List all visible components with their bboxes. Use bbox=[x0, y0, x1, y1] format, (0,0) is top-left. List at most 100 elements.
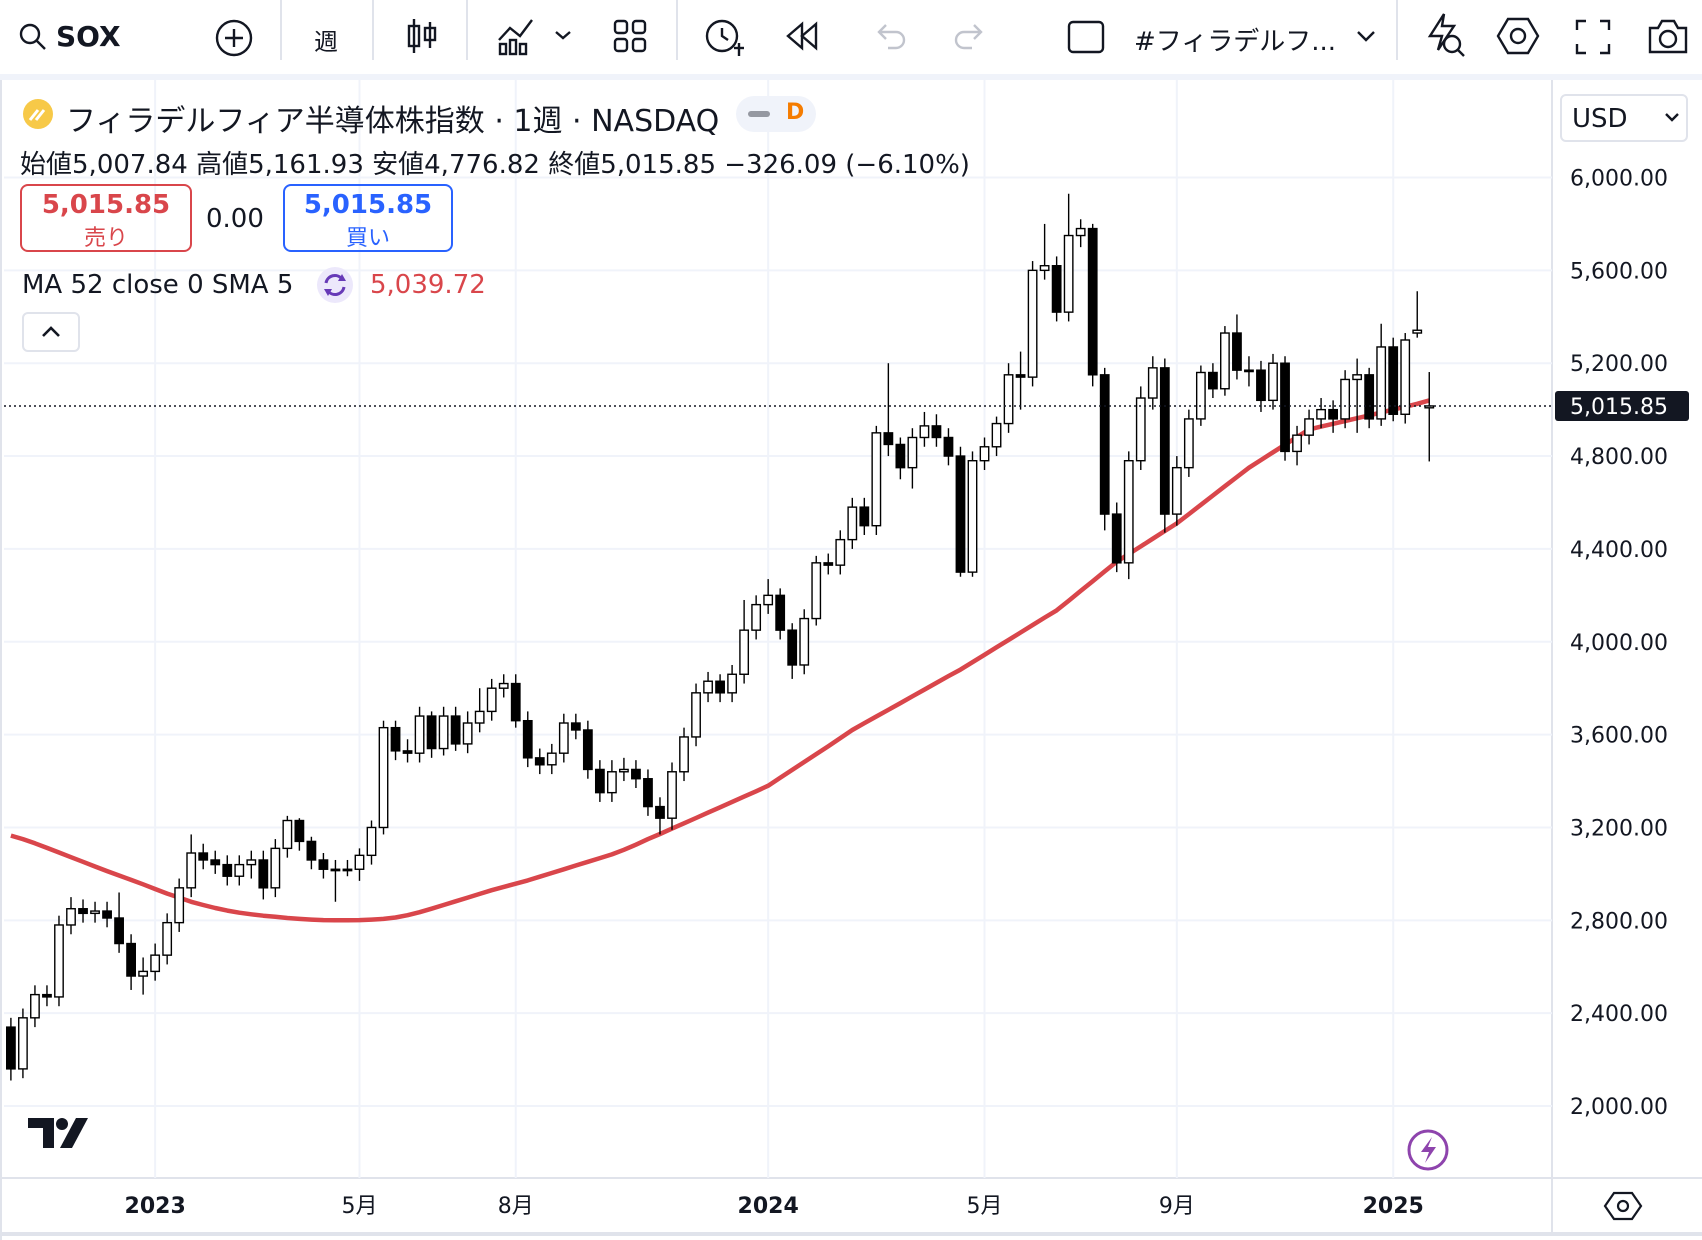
candle-body bbox=[450, 715, 461, 745]
candle-body bbox=[919, 425, 930, 439]
y-tick-label: 5,600.00 bbox=[1570, 259, 1668, 284]
indicators[interactable] bbox=[496, 16, 576, 56]
screenshot[interactable] bbox=[1646, 16, 1690, 56]
candle-body bbox=[426, 715, 437, 750]
redo[interactable] bbox=[950, 22, 986, 52]
candle-body bbox=[258, 859, 269, 889]
flash-icon[interactable] bbox=[1407, 1129, 1449, 1171]
candle-body bbox=[498, 682, 509, 689]
candle-body bbox=[414, 715, 425, 754]
candle-body bbox=[78, 908, 88, 915]
candle-body bbox=[1280, 362, 1290, 453]
candle-body bbox=[895, 443, 906, 469]
x-tick-label: 8月 bbox=[498, 1194, 534, 1219]
sell-button[interactable]: 5,015.85 売り bbox=[20, 184, 192, 252]
layout-name[interactable]: #フィラデルフ... bbox=[1134, 27, 1337, 57]
candle-body bbox=[1244, 369, 1254, 373]
y-tick-label: 3,200.00 bbox=[1570, 816, 1668, 841]
candle-body bbox=[102, 910, 112, 919]
ohlc-value: 5,161.93 bbox=[248, 150, 364, 180]
x-tick-label: 5月 bbox=[341, 1194, 377, 1219]
candle-body bbox=[619, 768, 629, 773]
layout-icon[interactable] bbox=[1066, 18, 1106, 56]
candle-body bbox=[594, 768, 605, 794]
candle-body bbox=[1304, 418, 1314, 436]
add-symbol[interactable] bbox=[214, 18, 254, 58]
candle-body bbox=[1123, 460, 1134, 564]
candle-body bbox=[1220, 332, 1230, 390]
replay[interactable] bbox=[784, 20, 820, 52]
candle-body bbox=[1207, 371, 1218, 390]
undo[interactable] bbox=[874, 22, 910, 52]
candle-body bbox=[799, 617, 810, 666]
axis-settings[interactable] bbox=[1603, 1191, 1643, 1221]
tv-logo bbox=[28, 1118, 88, 1148]
grid: 2,000.00 2,400.00 2,800.00 3,200.00 3,600.00… bbox=[4, 80, 1668, 1219]
y-tick-label: 2,400.00 bbox=[1570, 1002, 1668, 1027]
candle-body bbox=[991, 422, 1002, 448]
candle-body bbox=[306, 840, 317, 861]
candle-body bbox=[715, 680, 725, 694]
candle-body bbox=[390, 726, 401, 752]
sell-label: 売り bbox=[83, 226, 128, 251]
x-tick-label: 2025 bbox=[1363, 1194, 1424, 1219]
y-tick-label: 4,800.00 bbox=[1570, 445, 1668, 470]
chart-type[interactable] bbox=[404, 16, 440, 56]
candle-body bbox=[5, 1026, 16, 1070]
y-tick-label: 4,000.00 bbox=[1570, 631, 1668, 656]
candle-body bbox=[907, 436, 918, 469]
interval[interactable]: 週 bbox=[314, 28, 338, 56]
x-tick-label: 5月 bbox=[967, 1194, 1003, 1219]
candle-body bbox=[282, 819, 293, 850]
badge: D bbox=[786, 100, 805, 125]
y-tick-label: 2,800.00 bbox=[1570, 909, 1668, 934]
candle-body bbox=[667, 771, 677, 819]
candle-body bbox=[1147, 367, 1158, 399]
ma-refresh[interactable] bbox=[316, 266, 354, 304]
candle-body bbox=[631, 768, 641, 780]
candle-body bbox=[366, 826, 377, 857]
candle-body bbox=[655, 805, 665, 819]
layouts[interactable] bbox=[612, 18, 648, 54]
candle-body bbox=[1364, 374, 1375, 420]
chevron bbox=[42, 326, 60, 337]
fullscreen[interactable] bbox=[1574, 18, 1612, 56]
alert[interactable] bbox=[702, 14, 746, 58]
currency-select[interactable]: USD bbox=[1560, 94, 1688, 142]
candle-body bbox=[558, 722, 569, 754]
candle-body bbox=[318, 859, 329, 870]
candle-body bbox=[534, 757, 545, 766]
candle-body bbox=[270, 847, 281, 889]
x-tick-label: 2024 bbox=[738, 1194, 799, 1219]
ma-legend: MA 52 close 0 SMA 5 bbox=[22, 270, 294, 300]
candle-body bbox=[811, 562, 822, 620]
candle-body bbox=[1003, 374, 1014, 425]
toolbar: SOX 週 #フィラデルフ... bbox=[0, 0, 1702, 80]
candle-body bbox=[1256, 369, 1266, 402]
buy-button[interactable]: 5,015.85 買い bbox=[283, 184, 453, 252]
candle-body bbox=[847, 506, 858, 541]
candle-body bbox=[955, 455, 966, 573]
candle-body bbox=[486, 687, 497, 713]
market-status bbox=[748, 111, 770, 117]
ohlc-value: 5,007.84 bbox=[72, 150, 188, 180]
candle-body bbox=[162, 921, 173, 956]
symbol[interactable]: SOX bbox=[56, 20, 121, 53]
candle-body bbox=[739, 629, 750, 675]
candle-body bbox=[330, 868, 341, 872]
layout-dropdown[interactable] bbox=[1354, 26, 1378, 46]
candle-body bbox=[1400, 339, 1411, 415]
candle-body bbox=[1159, 367, 1170, 515]
candle-body bbox=[1051, 265, 1062, 313]
collapse-button[interactable] bbox=[22, 312, 80, 352]
candle-body bbox=[138, 970, 149, 977]
candle-body bbox=[1087, 227, 1098, 376]
settings[interactable] bbox=[1496, 16, 1540, 56]
candle-body bbox=[1195, 371, 1206, 420]
quick-search[interactable] bbox=[1422, 12, 1466, 58]
ohlc-label: 終値 bbox=[548, 150, 601, 180]
candle-body bbox=[438, 715, 449, 750]
search-icon[interactable] bbox=[18, 22, 48, 52]
